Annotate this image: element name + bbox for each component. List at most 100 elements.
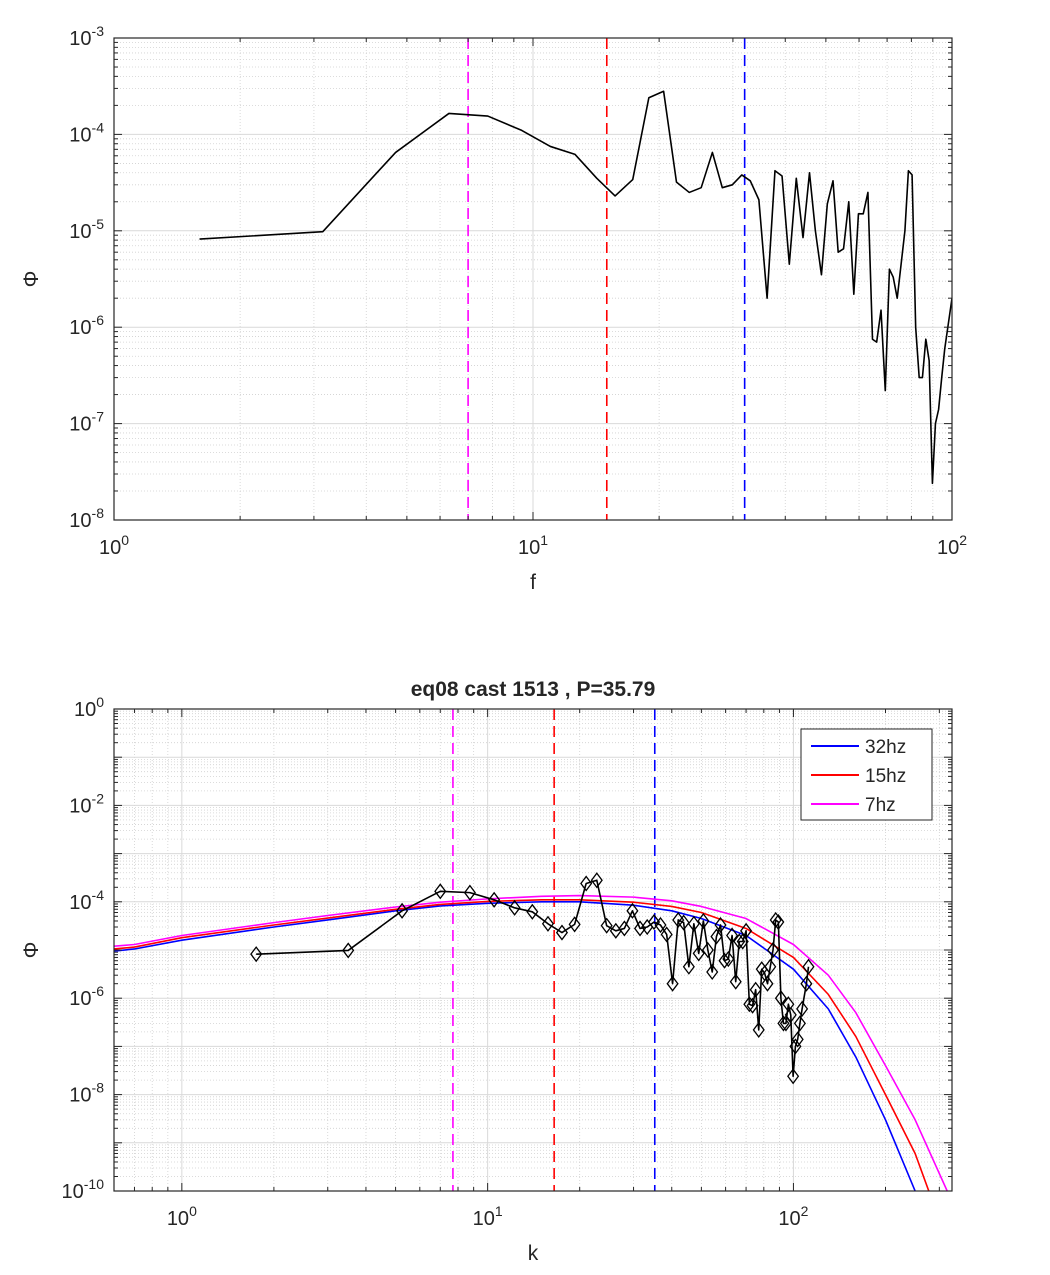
x-tick-label: 101: [473, 1203, 503, 1230]
y-tick-label: 10-8: [69, 505, 104, 532]
data-point-marker: [766, 941, 780, 959]
y-tick-label-exponent: -6: [92, 312, 105, 328]
data-point-marker: [692, 945, 705, 962]
y-tick-label: 10-4: [69, 887, 104, 914]
series-line-32hz: [114, 900, 916, 1191]
data-point-marker: [706, 963, 719, 981]
x-tick-label: 100: [99, 532, 129, 559]
data-point-marker: [687, 915, 700, 932]
x-tick-label-base: 10: [473, 1208, 495, 1230]
x-tick-label-base: 10: [937, 537, 959, 559]
series-line-15hz: [114, 898, 930, 1191]
data-point-marker: [541, 915, 555, 932]
data-point-marker: [714, 916, 727, 934]
y-tick-label-base: 10: [69, 892, 91, 914]
y-tick-label: 10-5: [69, 216, 104, 243]
x-tick-label-base: 10: [167, 1208, 189, 1230]
y-tick-label-base: 10: [69, 221, 91, 243]
data-point-marker: [718, 952, 731, 969]
series-line-data: [256, 879, 810, 1078]
x-tick-label-base: 10: [99, 537, 121, 559]
data-point-marker: [777, 1015, 790, 1032]
data-point-marker: [526, 903, 539, 920]
y-tick-label-exponent: -8: [92, 505, 105, 521]
series-group: [114, 872, 949, 1191]
x-tick-label-exponent: 1: [495, 1203, 503, 1219]
series-line-7hz: [114, 894, 949, 1191]
data-point-marker: [660, 926, 673, 943]
data-point-marker: [784, 1006, 797, 1023]
y-tick-label-base: 10: [62, 1181, 84, 1203]
y-tick-label-exponent: -7: [92, 409, 105, 425]
y-tick-label: 10-7: [69, 409, 104, 436]
data-point-marker: [791, 1031, 804, 1048]
data-point-marker: [590, 872, 603, 889]
data-point-marker: [774, 990, 787, 1007]
data-point-marker: [796, 1000, 809, 1017]
y-tick-label-exponent: -4: [92, 887, 105, 903]
legend-label-7hz: 7hz: [865, 795, 896, 816]
y-tick-label-exponent: -4: [92, 119, 105, 135]
y-tick-label-base: 10: [69, 1085, 91, 1107]
y-tick-label-base: 10: [74, 699, 96, 721]
x-axis-label: f: [530, 571, 536, 594]
y-tick-label-exponent: 0: [96, 694, 104, 710]
y-tick-label-base: 10: [69, 988, 91, 1010]
chart-title: eq08 cast 1513 , P=35.79: [411, 678, 656, 701]
data-point-marker: [772, 913, 785, 931]
data-point-marker: [555, 924, 569, 941]
y-axis-label: Φ: [20, 942, 43, 959]
y-axis-label: Φ: [20, 271, 43, 288]
data-point-marker: [463, 884, 476, 901]
y-tick-label-base: 10: [69, 28, 91, 50]
y-tick-label: 10-10: [62, 1176, 105, 1203]
data-point-marker: [787, 1068, 800, 1085]
legend-label-15hz: 15hz: [865, 766, 906, 787]
data-point-marker: [626, 902, 639, 919]
y-tick-label: 10-8: [69, 1080, 104, 1107]
y-tick-label-base: 10: [69, 317, 91, 339]
y-tick-label: 10-4: [69, 119, 104, 146]
x-tick-label-exponent: 0: [121, 532, 129, 548]
data-point-marker: [733, 933, 746, 950]
data-point-marker: [654, 916, 667, 934]
data-point-marker: [726, 927, 739, 944]
data-point-marker: [250, 946, 263, 963]
data-point-marker: [793, 1015, 806, 1032]
y-tick-label-base: 10: [69, 124, 91, 146]
x-tick-label-exponent: 0: [189, 1203, 197, 1219]
data-point-marker: [666, 975, 679, 992]
y-tick-label-base: 10: [69, 414, 91, 436]
data-point-marker: [752, 1021, 765, 1038]
data-point-marker: [633, 920, 647, 937]
y-tick-label-base: 10: [69, 510, 91, 532]
data-point-marker: [761, 975, 774, 992]
data-point-marker: [647, 913, 661, 931]
y-tick-label: 10-3: [69, 23, 104, 50]
x-tick-label: 102: [778, 1203, 808, 1230]
y-tick-label-exponent: -6: [92, 983, 105, 999]
y-tick-label: 10-6: [69, 312, 104, 339]
data-point-marker: [736, 933, 749, 950]
data-point-marker: [697, 912, 710, 930]
x-tick-label-base: 10: [778, 1208, 800, 1230]
data-point-marker: [600, 917, 613, 934]
x-tick-label-exponent: 2: [801, 1203, 809, 1219]
y-tick-label: 10-6: [69, 983, 104, 1010]
y-tick-label: 10-2: [69, 790, 104, 817]
series-line-data: [199, 90, 952, 485]
y-tick-label-exponent: -3: [92, 23, 105, 39]
data-point-marker: [764, 958, 777, 975]
data-point-marker: [769, 911, 782, 929]
data-point-marker: [488, 891, 501, 908]
tick-marks: [113, 708, 952, 1192]
x-tick-label-exponent: 2: [959, 532, 967, 548]
x-tick-label: 102: [937, 532, 967, 559]
x-tick-label: 101: [518, 532, 548, 559]
y-tick-label-exponent: -2: [92, 790, 105, 806]
y-tick-label-exponent: -8: [92, 1080, 105, 1096]
data-point-marker: [746, 997, 759, 1014]
data-point-marker: [802, 958, 815, 975]
